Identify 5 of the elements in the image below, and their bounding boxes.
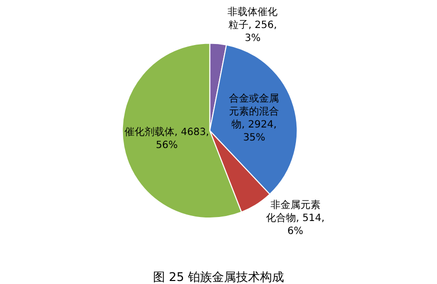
text: 图 25 铂族金属技术构成 [153, 270, 284, 284]
slice-label: 非金属元素化合物, 514, 6% [266, 199, 325, 238]
slice-label: 合金或金属元素的混合物, 2924, 35% [229, 92, 280, 144]
slice-label: 非载体催化粒子, 256, 3% [228, 6, 278, 44]
slice-label: 催化剂载体, 4683, 56% [124, 126, 210, 152]
